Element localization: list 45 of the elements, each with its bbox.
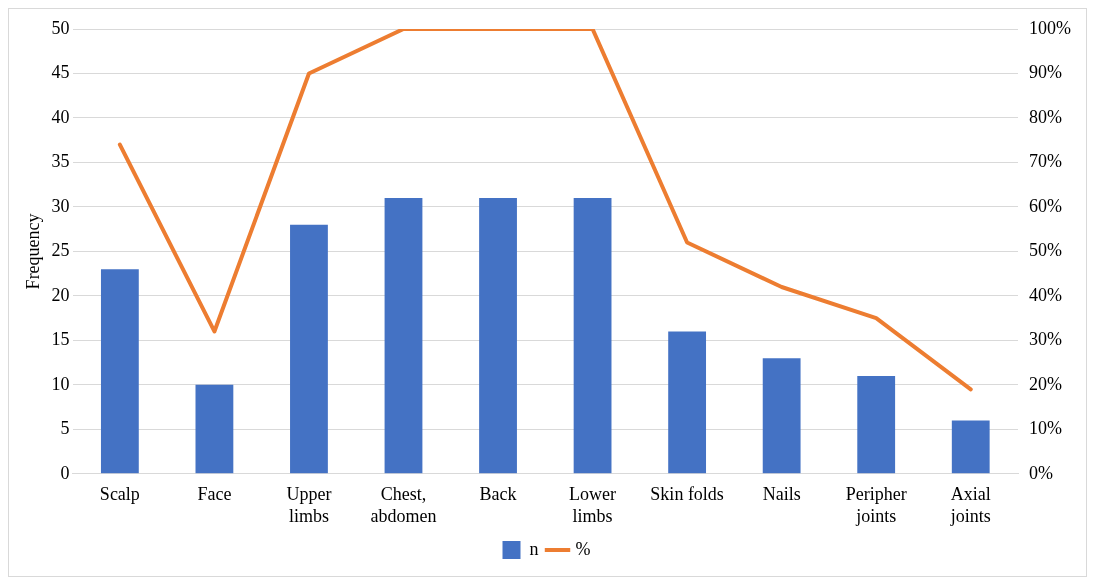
x-tick-label: Peripher joints — [845, 484, 907, 526]
bar — [573, 198, 612, 474]
x-tick-label: Axial joints — [949, 484, 991, 526]
bar — [951, 420, 990, 474]
y2-tick-label: 90% — [1029, 62, 1063, 83]
bar — [762, 358, 801, 474]
y2-tick-label: 20% — [1029, 373, 1063, 394]
y2-tick-label: 70% — [1029, 151, 1063, 172]
y-tick-label: 50 — [51, 17, 70, 38]
y2-tick-label: 100% — [1029, 17, 1072, 38]
bar — [668, 331, 707, 474]
y2-tick-label: 30% — [1029, 329, 1063, 350]
y2-tick-label: 60% — [1029, 195, 1063, 216]
x-tick-label: Face — [197, 484, 232, 505]
y-tick-label: 5 — [60, 418, 70, 439]
y-tick-label: 40 — [51, 106, 70, 127]
y-tick-label: 25 — [51, 240, 70, 261]
x-tick-label: Skin folds — [650, 484, 724, 505]
legend-label: n — [529, 538, 539, 559]
y2-tick-label: 80% — [1029, 106, 1063, 127]
y2-tick-label: 40% — [1029, 284, 1063, 305]
bar — [479, 198, 517, 474]
y-tick-label: 30 — [51, 195, 70, 216]
y-tick-label: 0 — [60, 462, 70, 483]
bar — [857, 375, 896, 474]
bar — [195, 384, 234, 474]
y-tick-label: 10 — [51, 373, 70, 394]
y2-tick-label: 50% — [1029, 240, 1063, 261]
y-tick-label: 20 — [51, 284, 70, 305]
legend-label: % — [575, 538, 591, 559]
y2-tick-label: 0% — [1029, 462, 1054, 483]
y-tick-label: 15 — [51, 329, 70, 350]
x-tick-label: Lower limbs — [569, 484, 617, 526]
bar — [384, 198, 423, 474]
bar — [290, 224, 328, 474]
bar — [100, 269, 139, 474]
y-tick-label: 45 — [51, 62, 70, 83]
x-tick-label: Chest, abdomen — [370, 484, 437, 526]
x-tick-label: Nails — [762, 484, 801, 505]
x-tick-label: Back — [479, 484, 517, 505]
x-tick-label: Upper limbs — [286, 484, 332, 526]
y-tick-label: 35 — [51, 151, 70, 172]
y-axis-title: Frequency — [22, 213, 43, 290]
y2-tick-label: 10% — [1029, 418, 1063, 439]
x-tick-label: Scalp — [99, 484, 140, 505]
